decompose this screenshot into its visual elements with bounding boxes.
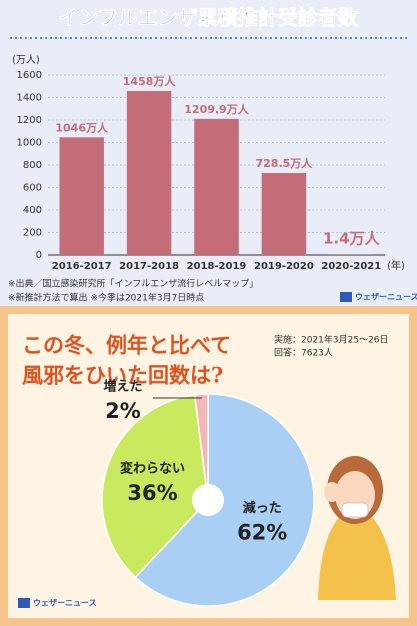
brand-logo: [340, 292, 352, 302]
x-tick-label: 2017-2018: [119, 261, 179, 272]
bar: [126, 90, 172, 255]
survey-title: 風邪をひいた回数は?: [22, 363, 223, 388]
y-tick-label: 1400: [17, 93, 42, 104]
y-tick-label: 0: [36, 250, 42, 261]
value-label: 1458万人: [123, 74, 177, 88]
y-tick-label: 400: [23, 205, 42, 216]
y-tick-label: 200: [23, 228, 42, 239]
x-axis-label: (年): [387, 259, 405, 272]
x-tick-label: 2016-2017: [52, 261, 112, 272]
y-axis-label: (万人): [12, 54, 40, 66]
x-tick-label: 2018-2019: [187, 261, 247, 272]
survey-title: この冬、例年と比べて: [22, 333, 231, 358]
survey-info: 実施：2021年3月25～26日: [274, 334, 389, 346]
y-tick-label: 1200: [17, 115, 42, 126]
x-tick-label: 2020-2021: [321, 261, 381, 272]
value-label: 1046万人: [55, 120, 109, 134]
value-label: 728.5万人: [256, 156, 314, 170]
pie-slice: [101, 393, 209, 579]
pie-slice: [193, 393, 209, 501]
y-tick-label: 1600: [17, 70, 42, 81]
brand: ウェザーニュース: [33, 599, 97, 608]
bar: [261, 173, 307, 255]
y-tick-label: 600: [23, 183, 42, 194]
value-label: 1.4万人: [323, 230, 381, 248]
y-tick-label: 800: [23, 160, 42, 171]
brand-logo: [18, 598, 30, 608]
note: ※新推計方法で算出 ※今季は2021年3月7日時点: [8, 292, 204, 304]
note: ※出典／国立感染研究所「インフルエンザ流行レベルマップ」: [8, 278, 258, 290]
value-label: 1209.9万人: [184, 102, 249, 116]
slice-label: 増えた: [103, 379, 142, 395]
slice-label: 変わらない: [120, 460, 185, 476]
bar: [59, 137, 104, 255]
slice-label: 減った: [243, 500, 282, 516]
slice-value: 36%: [127, 481, 177, 505]
slice-value: 2%: [105, 399, 141, 423]
brand: ウェザーニュース: [355, 293, 417, 302]
survey-info: 回答：7623人: [274, 347, 333, 359]
pie-slice: [134, 393, 315, 607]
x-tick-label: 2019-2020: [254, 261, 314, 272]
bar: [194, 118, 239, 255]
illustration: [318, 456, 396, 600]
slice-value: 62%: [237, 520, 287, 544]
pie-hole: [192, 484, 224, 516]
chart-title: インフルエンザ累積推計受診者数: [58, 6, 358, 30]
y-tick-label: 1000: [17, 138, 42, 149]
